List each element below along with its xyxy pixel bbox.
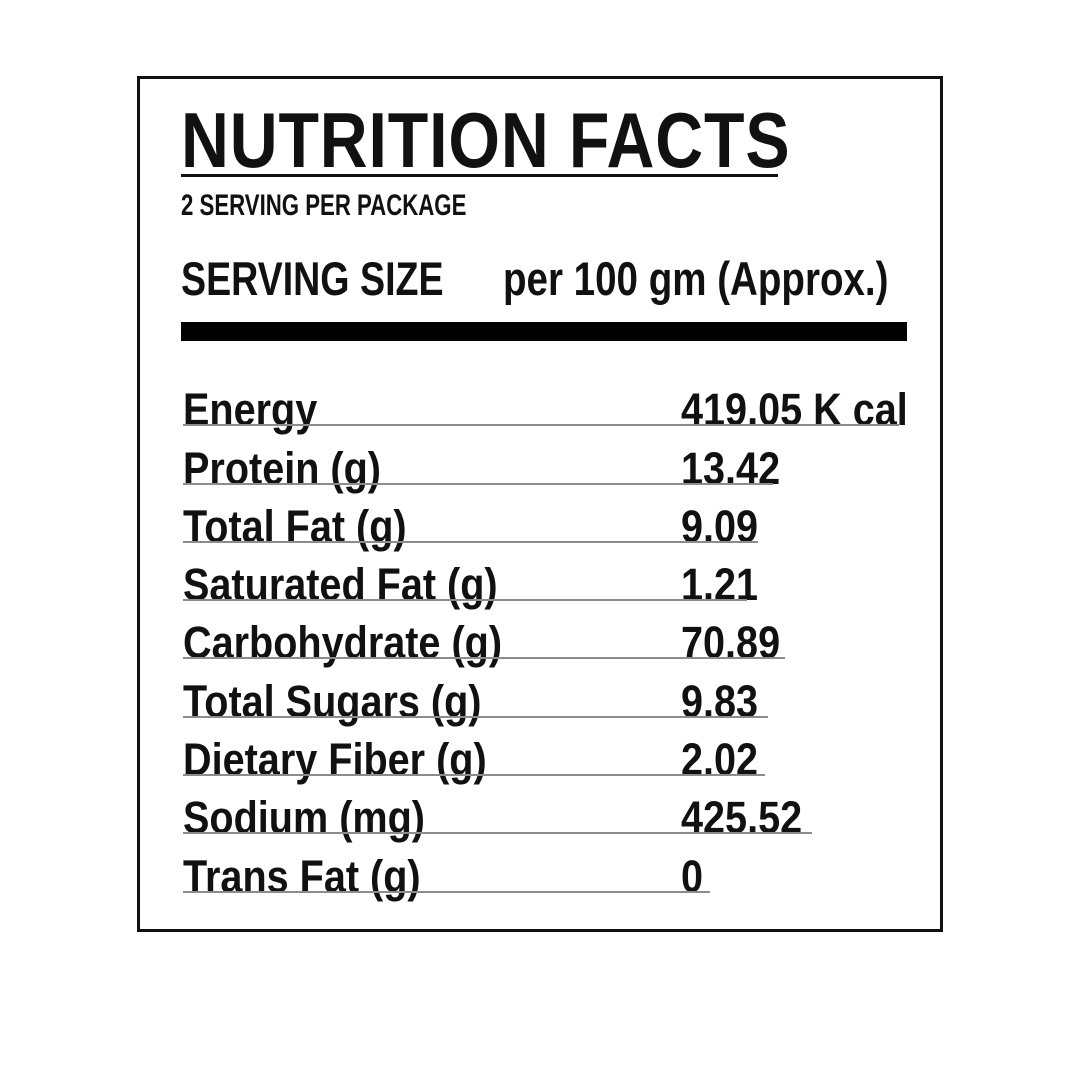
row-underline — [183, 715, 768, 718]
nutrient-rows: Energy 419.05 K cal Protein (g) 13.42 — [181, 368, 908, 899]
table-row: Protein (g) 13.42 — [181, 426, 907, 491]
table-row: Saturated Fat (g) 1.21 — [181, 543, 907, 607]
row-underline — [183, 774, 765, 777]
row-underline — [183, 424, 899, 427]
nutrition-facts-panel: NUTRITION FACTS 2 SERVING PER PACKAGE SE… — [137, 76, 943, 932]
table-row: Trans Fat (g) 0 — [181, 834, 907, 899]
nutrient-value-text: 0 — [681, 850, 704, 902]
row-underline — [183, 540, 758, 543]
table-row: Energy 419.05 K cal — [181, 368, 908, 432]
row-underline — [183, 890, 710, 893]
table-row: Total Sugars (g) 9.83 — [181, 659, 907, 724]
row-underline — [183, 482, 773, 485]
serving-size-value: per 100 gm (Approx.) — [503, 252, 889, 305]
row-underline — [183, 599, 747, 602]
row-underline — [183, 657, 785, 660]
table-row: Sodium (mg) 425.52 — [181, 776, 907, 840]
servings-per-package-text: 2 SERVING PER PACKAGE — [181, 189, 467, 222]
thick-divider-bar — [181, 322, 907, 341]
serving-size-row: SERVING SIZE per 100 gm (Approx.) — [181, 252, 907, 302]
table-row: Carbohydrate (g) 70.89 — [181, 601, 907, 665]
row-underline — [183, 832, 812, 835]
table-row: Total Fat (g) 9.09 — [181, 485, 907, 549]
title-underline — [181, 174, 778, 177]
serving-size-label: SERVING SIZE — [181, 252, 444, 305]
page-title: NUTRITION FACTS — [181, 101, 898, 179]
page-title-text: NUTRITION FACTS — [181, 96, 791, 184]
servings-per-package: 2 SERVING PER PACKAGE — [181, 191, 567, 221]
table-row: Dietary Fiber (g) 2.02 — [181, 718, 907, 782]
nutrient-value: 0 — [681, 854, 706, 899]
